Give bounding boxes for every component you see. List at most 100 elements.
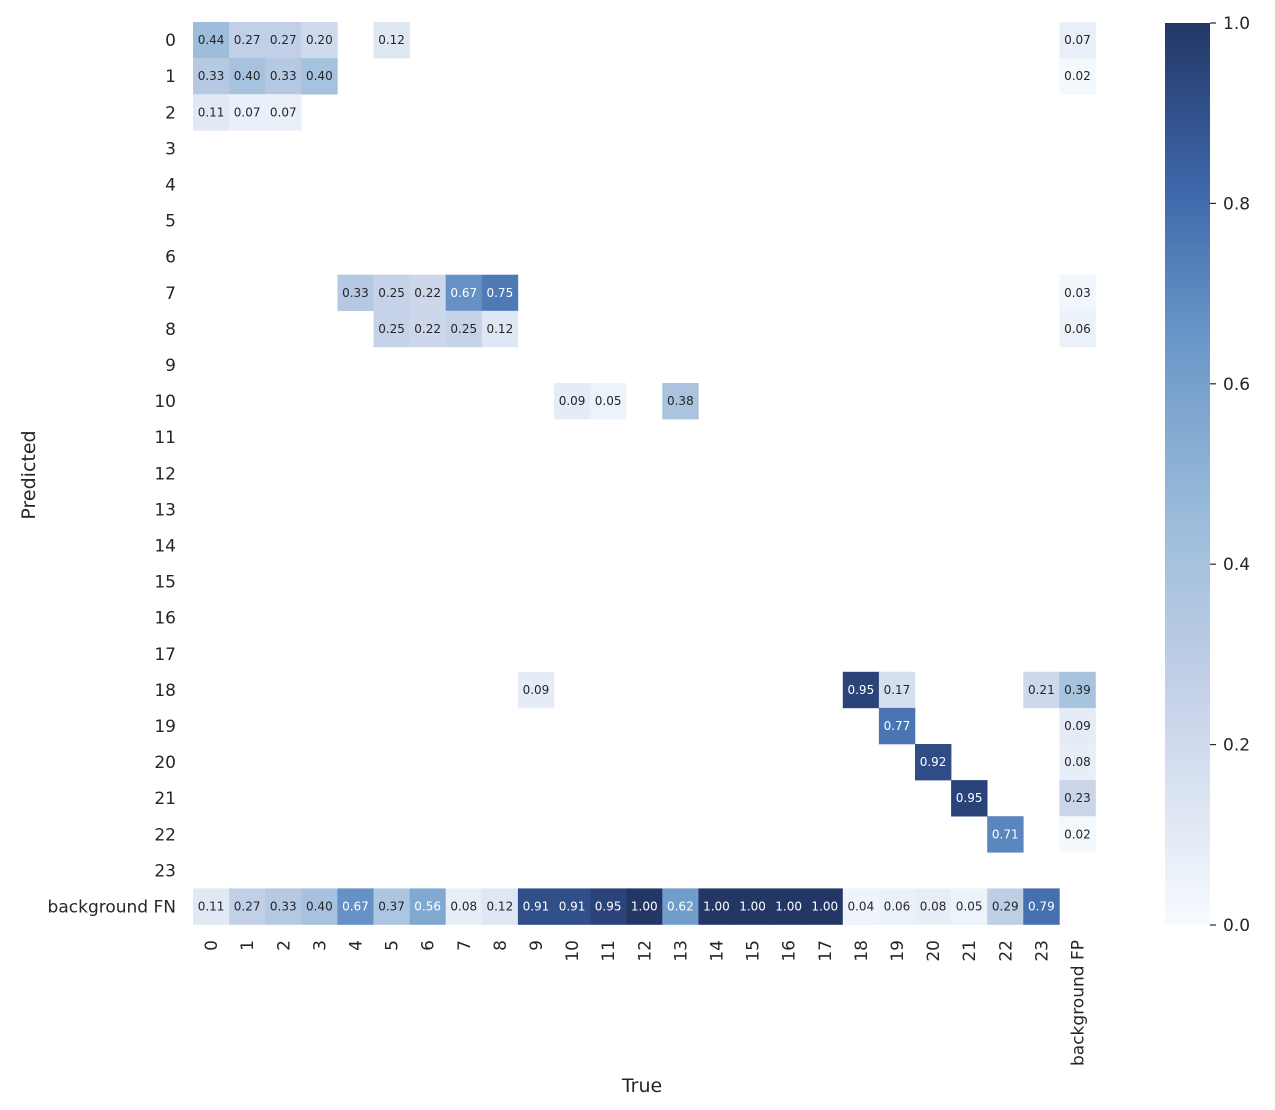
heatmap-cell [1059,707,1096,745]
cell-value-label: 0.25 [378,286,405,300]
heatmap-cell [734,888,771,925]
cell-value-label: 0.56 [414,899,441,913]
cell-value-label: 0.40 [306,899,333,913]
x-tick-label: 4 [346,940,366,951]
heatmap-cell [1023,671,1060,709]
cell-value-label: 0.20 [306,33,333,47]
cell-value-label: 0.05 [956,899,983,913]
x-tick-label: 8 [491,940,511,951]
y-tick-label: 17 [154,645,176,665]
cell-value-label: 0.11 [198,105,225,119]
y-tick-label: 18 [154,681,176,701]
y-tick-label: 1 [165,67,176,87]
y-tick-label: 3 [165,139,176,159]
y-tick-label: 16 [154,609,176,629]
heatmap-cell [301,888,338,925]
x-tick-label: 7 [455,940,475,951]
heatmap-cell [265,22,302,59]
x-tick-label: 19 [888,940,908,962]
cell-value-label: 0.91 [523,899,550,913]
heatmap-cell [481,888,519,925]
heatmap-cell [373,274,410,312]
y-tick-label: 11 [154,428,176,448]
heatmap-cell [554,383,591,420]
heatmap-cell [662,383,699,420]
cell-value-label: 0.25 [450,322,477,336]
cell-value-label: 0.04 [847,899,874,913]
x-tick-label: 9 [527,940,547,951]
x-tick-label: 12 [635,940,655,962]
heatmap-cell [229,888,266,925]
cell-value-label: 0.08 [1064,755,1091,769]
cell-value-label: 0.95 [595,899,622,913]
cell-value-label: 0.07 [234,105,261,119]
cell-value-label: 0.09 [559,394,586,408]
heatmap-cell [1059,816,1096,853]
heatmap-cell [590,888,627,925]
x-axis-title: True [621,1075,662,1097]
heatmap-cell [590,383,627,420]
heatmap-cell [806,888,844,925]
y-tick-label: 14 [154,536,176,556]
x-tick-label: 1 [238,940,258,951]
heatmap-cell [409,310,446,348]
cell-value-label: 0.33 [198,69,225,83]
heatmap-cell [337,888,374,925]
cell-value-label: 0.22 [414,286,441,300]
cell-value-label: 0.33 [270,899,297,913]
x-tick-label: 15 [744,940,764,962]
cell-value-label: 0.02 [1064,69,1091,83]
cell-value-label: 0.03 [1064,286,1091,300]
heatmap-cell [662,888,699,925]
heatmap-cell [626,888,663,925]
cell-value-label: 0.79 [1028,899,1055,913]
cell-value-label: 0.09 [523,683,550,697]
cell-value-label: 0.75 [486,286,513,300]
cell-value-label: 0.08 [450,899,477,913]
heatmap-cell [554,888,591,925]
colorbar-tick-label: 0.2 [1223,736,1250,756]
y-tick-label: 10 [154,392,176,412]
heatmap-cell [1023,888,1060,925]
heatmap-cells: 0.44 0.27 0.27 0.20 0.12 0.07 0.33 0.40 0.33 0.40… [193,22,1096,925]
colorbar-tick-label: 1.0 [1223,14,1250,34]
heatmap-cell [373,310,410,348]
y-tick-label: 8 [165,320,176,340]
cell-value-label: 0.12 [486,322,513,336]
y-tick-label: 13 [154,500,176,520]
heatmap-cell [229,58,266,95]
x-tick-label: 6 [419,940,439,951]
heatmap-cell [915,888,952,925]
x-tick-label: 13 [671,940,691,962]
x-tick-label: 16 [780,940,800,962]
heatmap-cell [409,888,446,925]
heatmap-cell [193,58,230,95]
cell-value-label: 0.91 [559,899,586,913]
cell-value-label: 0.07 [270,105,297,119]
cell-value-label: 1.00 [739,899,766,913]
colorbar-tick-label: 0.8 [1223,194,1250,214]
colorbar-tick-label: 0.0 [1223,916,1250,936]
heatmap-cell [301,22,338,59]
colorbar [1165,23,1210,925]
x-tick-label: 22 [996,940,1016,962]
heatmap-cell [1059,274,1096,312]
cell-value-label: 0.22 [414,322,441,336]
cell-value-label: 1.00 [631,899,658,913]
heatmap-cell [445,310,483,348]
x-tick-labels: 0 1 2 3 4 5 6 7 8 9 10 11 12 13 14 15 16 17 18 19 20 21 22 23 ba… [202,940,1088,1066]
heatmap-cell [373,22,410,59]
cell-value-label: 0.08 [920,899,947,913]
cell-value-label: 0.67 [342,899,369,913]
y-axis-title: Predicted [18,430,40,519]
heatmap-cell [1059,671,1096,709]
x-tick-label: 10 [563,940,583,962]
heatmap-cell [842,888,880,925]
y-tick-label: 6 [165,248,176,268]
heatmap-cell [265,888,302,925]
colorbar-tick-label: 0.4 [1223,555,1250,575]
heatmap-cell [265,94,302,131]
y-tick-label: 9 [165,356,176,376]
cell-value-label: 0.07 [1064,33,1091,47]
heatmap-cell [481,274,519,312]
